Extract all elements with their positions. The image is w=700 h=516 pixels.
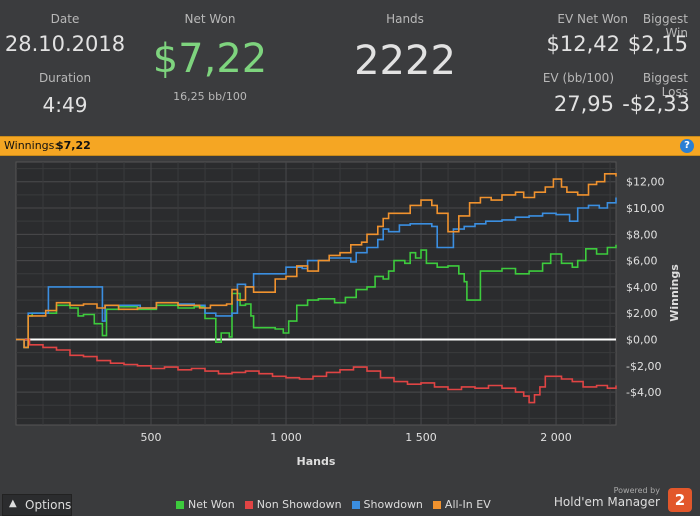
net-won-value: $7,22 <box>152 36 268 82</box>
series-line-non-showdown <box>16 338 617 404</box>
x-axis-label: Hands <box>297 455 336 468</box>
y-tick-label: $10,00 <box>626 202 665 215</box>
hands-value: 2222 <box>354 38 456 84</box>
expand-up-icon: ▲ <box>9 498 17 509</box>
legend-label: All-In EV <box>444 498 491 511</box>
net-won-label: Net Won <box>184 12 236 26</box>
plot-background <box>15 161 617 426</box>
legend-label: Non Showdown <box>256 498 342 511</box>
x-tick-label: 2 000 <box>540 431 572 444</box>
hands-label: Hands <box>386 12 424 26</box>
legend-swatch <box>351 501 360 509</box>
y-tick-label: $8,00 <box>626 228 658 241</box>
brand-name: Hold'em Manager <box>553 495 660 509</box>
options-label: Options <box>25 498 72 512</box>
x-tick-label: 500 <box>141 431 162 444</box>
brand-block: Powered by Hold'em Manager <box>554 486 660 509</box>
winnings-chart: $12,00 $10,00 $8,00 $6,00 $4,00 $2,00 $0,00 -$2… <box>15 161 681 468</box>
biggest-loss-value: -$2,33 <box>622 92 690 116</box>
winnings-banner: Winnings: $7,22 ? <box>0 136 700 156</box>
legend-label: Net Won <box>188 498 235 511</box>
y-tick-label: $4,00 <box>626 281 658 294</box>
stats-panel: Date 28.10.2018 Duration 4:49 Net Won $7… <box>0 0 700 136</box>
legend-item[interactable]: Showdown <box>351 498 423 511</box>
brand-logo-icon: 2 <box>668 488 692 512</box>
chart-legend: Net Won Non Showdown Showdown All-In EV <box>176 498 501 511</box>
legend-swatch <box>244 501 253 509</box>
chart-area: $12,00 $10,00 $8,00 $6,00 $4,00 $2,00 $0,00 -$2… <box>0 156 700 516</box>
series-line-all-in-ev <box>16 173 617 349</box>
date-value: 28.10.2018 <box>4 32 126 56</box>
ev-net-won-label: EV Net Won <box>557 12 628 26</box>
series-lines <box>16 173 617 404</box>
y-axis-label: Winnings <box>668 264 681 322</box>
x-ticks: 500 1 000 1 500 2 000 <box>141 431 572 444</box>
series-line-net-won <box>16 244 617 349</box>
ev-net-won-value: $12,42 <box>546 32 620 56</box>
winnings-banner-label: Winnings: <box>4 139 59 152</box>
legend-item[interactable]: All-In EV <box>432 498 491 511</box>
legend-swatch <box>176 501 184 509</box>
powered-by-text: Powered by <box>613 486 660 495</box>
legend-swatch <box>432 501 441 509</box>
biggest-win-label: Biggest Win <box>642 12 688 40</box>
y-tick-label: -$4,00 <box>626 386 661 399</box>
y-tick-label: $6,00 <box>626 255 658 268</box>
biggest-win-value: $2,15 <box>627 32 688 56</box>
x-tick-label: 1 500 <box>405 431 437 444</box>
duration-value: 4:49 <box>42 93 88 117</box>
legend-label: Showdown <box>363 498 423 511</box>
legend-item[interactable]: Non Showdown <box>244 498 342 511</box>
legend-item[interactable]: Net Won <box>176 498 235 511</box>
y-ticks: $12,00 $10,00 $8,00 $6,00 $4,00 $2,00 $0,00 -$2… <box>626 176 665 399</box>
ev-bb-value: 27,95 <box>553 92 614 116</box>
options-button[interactable]: ▲ Options <box>2 494 72 516</box>
footer: ▲ Options Net Won Non Showdown Showdown All… <box>0 486 700 516</box>
y-tick-label: $0,00 <box>626 334 658 347</box>
y-tick-label: -$2,00 <box>626 360 661 373</box>
biggest-loss-label: Biggest Loss <box>642 71 688 99</box>
y-tick-label: $2,00 <box>626 307 658 320</box>
winnings-banner-value: $7,22 <box>56 139 91 152</box>
date-label: Date <box>50 12 80 26</box>
help-icon[interactable]: ? <box>680 139 694 153</box>
duration-label: Duration <box>38 71 92 85</box>
net-won-rate: 16,25 bb/100 <box>173 90 247 103</box>
ev-bb-label: EV (bb/100) <box>542 71 614 85</box>
x-tick-label: 1 000 <box>270 431 302 444</box>
y-tick-label: $12,00 <box>626 176 665 189</box>
